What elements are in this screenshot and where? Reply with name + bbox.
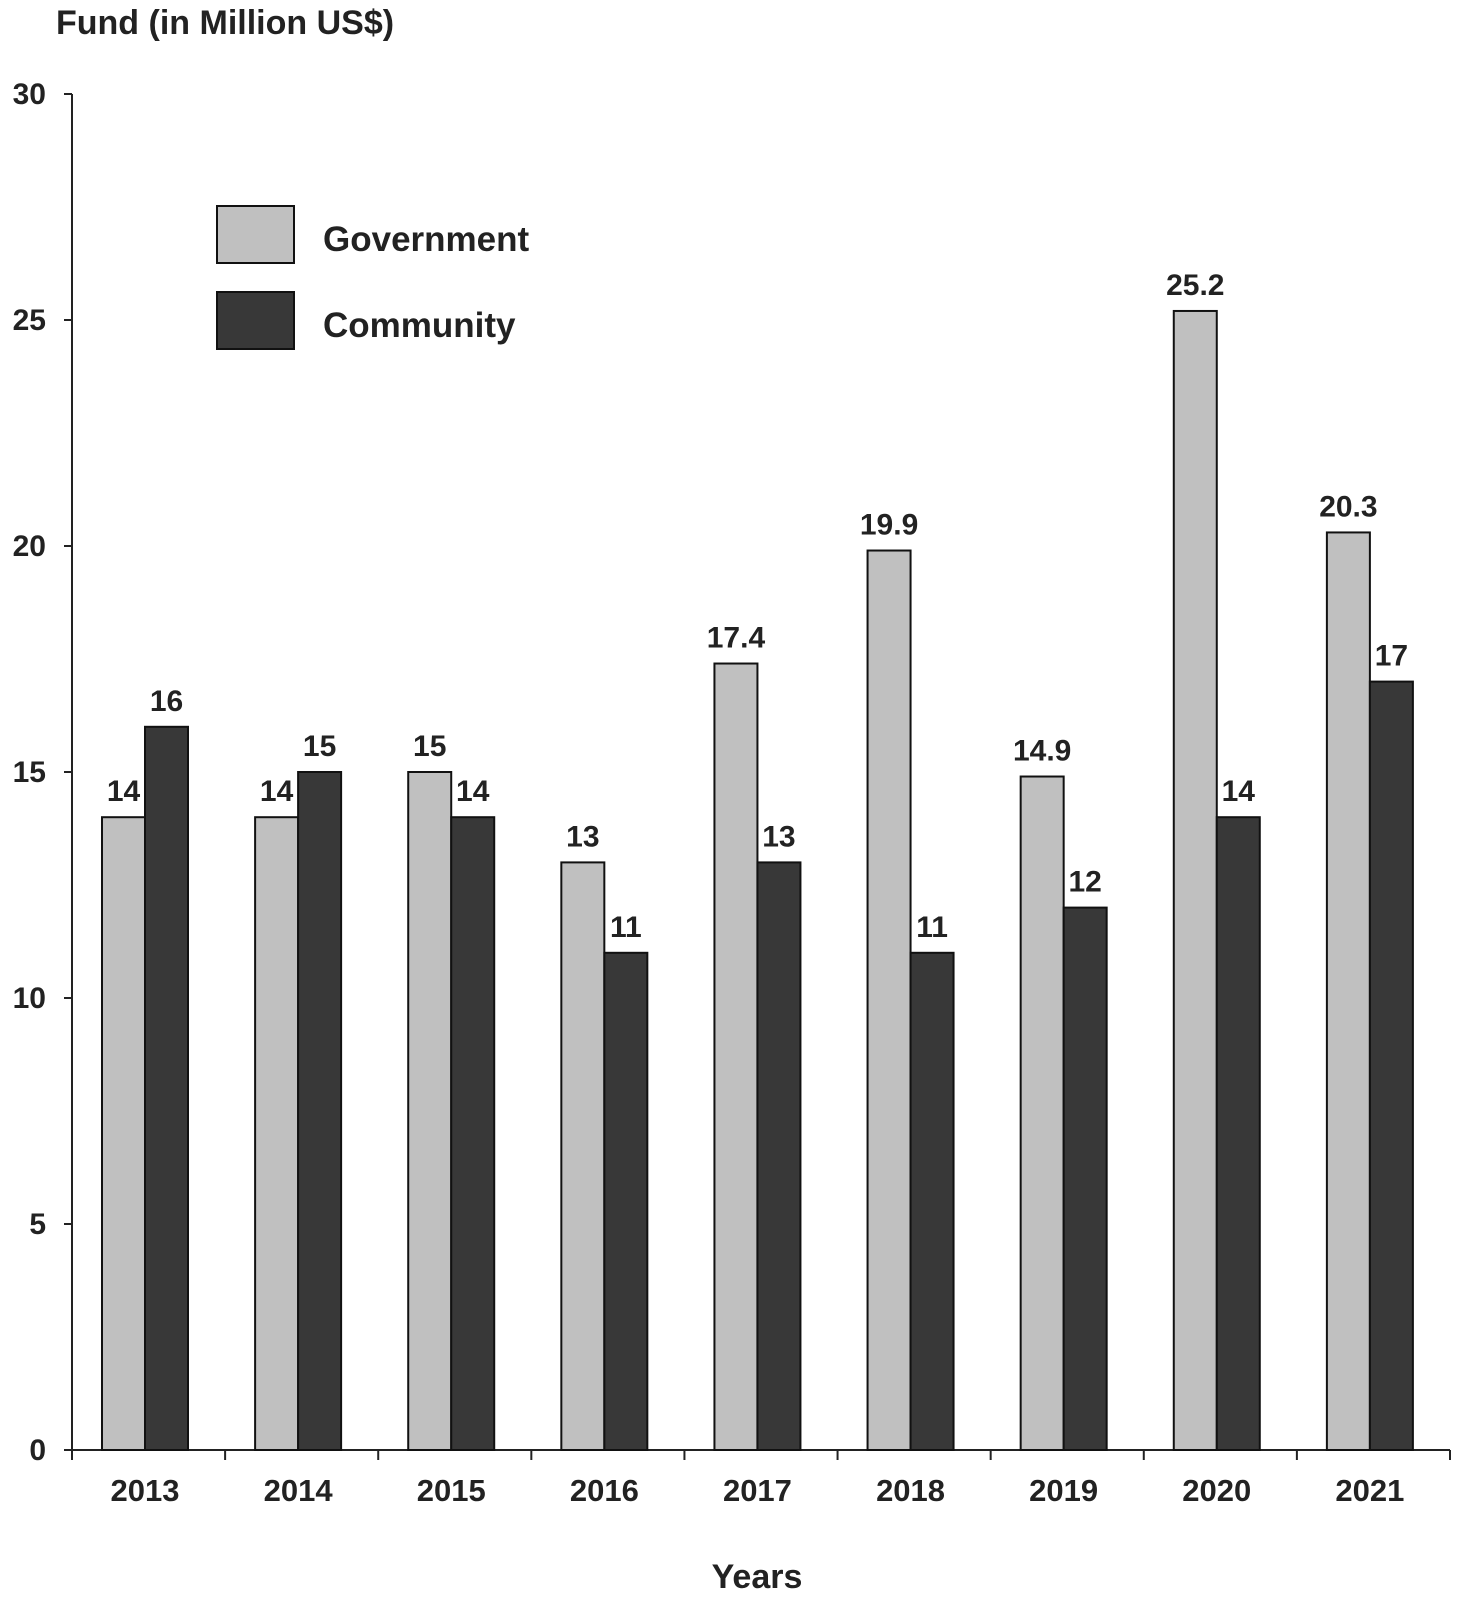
x-tick-label: 2013 xyxy=(111,1473,180,1508)
y-axis-title: Fund (in Million US$) xyxy=(56,4,394,42)
x-axis: 2013 2014 2015 2016 2017 2018 2019 2020 2021 xyxy=(71,1449,1451,1508)
y-axis: 0 5 10 15 20 25 30 xyxy=(13,78,73,1467)
bar-government xyxy=(1325,531,1371,1451)
data-label: 11 xyxy=(916,911,948,944)
bar-community xyxy=(909,951,955,1451)
bar-community xyxy=(603,951,649,1451)
data-label: 13 xyxy=(566,820,599,853)
bars xyxy=(101,309,1414,1452)
data-label: 17.4 xyxy=(707,622,766,655)
data-label: 14.9 xyxy=(1013,735,1071,768)
y-tick-label: 5 xyxy=(29,1208,46,1241)
x-tick-label: 2018 xyxy=(876,1473,945,1508)
legend: Government Community xyxy=(216,205,529,350)
bar-community xyxy=(297,771,343,1451)
data-label: 14 xyxy=(260,775,294,808)
y-tick-label: 30 xyxy=(13,78,46,111)
data-label: 20.3 xyxy=(1319,490,1377,523)
data-label: 14 xyxy=(107,775,141,808)
bar-community xyxy=(1368,680,1414,1451)
x-tick-label: 2017 xyxy=(723,1473,792,1508)
data-label: 13 xyxy=(762,820,795,853)
x-tick-label: 2021 xyxy=(1335,1473,1404,1508)
bar-government xyxy=(1019,775,1065,1451)
x-tick-label: 2020 xyxy=(1182,1473,1251,1508)
data-label: 16 xyxy=(150,685,183,718)
legend-label: Government xyxy=(323,220,529,259)
data-label: 15 xyxy=(303,730,336,763)
x-tick-label: 2015 xyxy=(417,1473,486,1508)
bar-community xyxy=(1062,906,1108,1451)
bar-government xyxy=(560,861,606,1451)
bar-community xyxy=(144,725,189,1451)
legend-swatch xyxy=(216,205,295,264)
data-label: 19.9 xyxy=(860,509,918,542)
y-tick-label: 0 xyxy=(29,1434,46,1467)
y-tick-label: 10 xyxy=(13,982,46,1015)
bar-government xyxy=(866,549,912,1451)
x-axis-title: Years xyxy=(712,1558,803,1596)
legend-swatch xyxy=(216,291,295,350)
bar-community xyxy=(450,816,496,1451)
bar-government xyxy=(101,816,146,1451)
legend-label: Community xyxy=(323,306,516,345)
x-tick-label: 2016 xyxy=(570,1473,639,1508)
x-tick-label: 2014 xyxy=(264,1473,334,1508)
bar-government xyxy=(713,662,759,1451)
data-label: 17 xyxy=(1375,640,1408,673)
y-tick-label: 25 xyxy=(13,304,46,337)
bar-government xyxy=(254,816,300,1451)
data-label: 11 xyxy=(610,911,642,944)
data-label: 25.2 xyxy=(1166,269,1224,302)
data-labels: 14 16 14 15 15 14 13 11 17.4 13 19.9 11 14.9 12 25.2 14… xyxy=(107,269,1408,944)
bar-community xyxy=(1215,816,1261,1451)
data-label: 14 xyxy=(456,775,490,808)
data-label: 15 xyxy=(413,730,446,763)
bar-government xyxy=(407,771,453,1451)
y-tick-label: 20 xyxy=(13,530,46,563)
bar-government xyxy=(1172,309,1218,1452)
y-tick-label: 15 xyxy=(13,756,46,789)
data-label: 12 xyxy=(1068,866,1101,899)
bar-community xyxy=(756,861,802,1451)
data-label: 14 xyxy=(1222,775,1256,808)
x-tick-label: 2019 xyxy=(1029,1473,1098,1508)
